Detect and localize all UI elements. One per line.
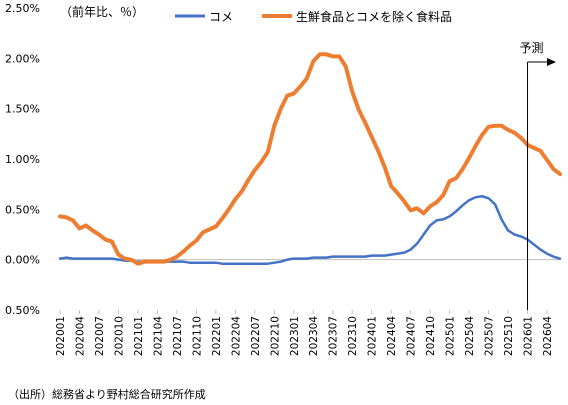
forecast-arrowhead <box>547 58 556 66</box>
y-tick-label: 0.50% <box>5 203 40 216</box>
x-tick-label: 202110 <box>191 316 203 356</box>
x-tick-label: 202510 <box>503 316 515 356</box>
x-tick-label: 202101 <box>133 316 145 356</box>
source-note: （出所）総務省より野村総合研究所作成 <box>8 387 206 401</box>
y-axis-ticks: 0.50% 0.00% 0.50% 1.00% 1.50% 2.00% 2.50% <box>5 2 40 317</box>
x-tick-label: 202007 <box>94 316 106 356</box>
unit-label: （前年比、％） <box>60 4 144 19</box>
x-tick-label: 202010 <box>113 316 125 356</box>
x-tick-label: 202404 <box>386 316 398 356</box>
y-tick-label: 2.00% <box>5 52 40 65</box>
legend-label-food: 生鮮食品とコメを除く食料品 <box>296 9 452 24</box>
x-tick-label: 202401 <box>367 316 379 356</box>
x-tick-label: 202504 <box>464 316 476 356</box>
y-tick-label: 0.50% <box>5 304 40 317</box>
x-tick-label: 202601 <box>523 316 535 356</box>
x-tick-label: 202410 <box>425 316 437 356</box>
x-tick-label: 202310 <box>347 316 359 356</box>
x-tick-label: 202501 <box>445 316 457 356</box>
x-tick-label: 202004 <box>74 316 86 356</box>
x-tick-label: 202604 <box>542 316 554 356</box>
x-tick-label: 202104 <box>152 316 164 356</box>
x-tick-label: 202210 <box>269 316 281 356</box>
legend-label-rice: コメ <box>209 10 233 24</box>
x-tick-label: 202507 <box>484 316 496 356</box>
legend: コメ 生鮮食品とコメを除く食料品 <box>175 9 452 24</box>
x-tick-label: 202307 <box>328 316 340 356</box>
x-tick-label: 202204 <box>230 316 242 356</box>
x-tick-label: 202107 <box>172 316 184 356</box>
x-tick-label: 202304 <box>308 316 320 356</box>
x-tick-label: 202407 <box>406 316 418 356</box>
x-tick-label: 202301 <box>289 316 301 356</box>
y-tick-label: 1.50% <box>5 103 40 116</box>
x-axis-ticks: 202001 202004 202007 202010 202101 202104 2021… <box>55 310 554 356</box>
forecast-marker: 予測 <box>520 41 556 310</box>
x-tick-label: 202001 <box>55 316 67 356</box>
y-tick-label: 1.00% <box>5 153 40 166</box>
series-line-0 <box>58 195 562 265</box>
series-line-1 <box>58 52 562 266</box>
x-tick-label: 202207 <box>250 316 262 356</box>
x-tick-label: 202201 <box>211 316 223 356</box>
y-tick-label: 2.50% <box>5 2 40 15</box>
y-tick-label: 0.00% <box>5 254 40 267</box>
series-lines <box>58 52 562 266</box>
forecast-label: 予測 <box>520 41 544 55</box>
